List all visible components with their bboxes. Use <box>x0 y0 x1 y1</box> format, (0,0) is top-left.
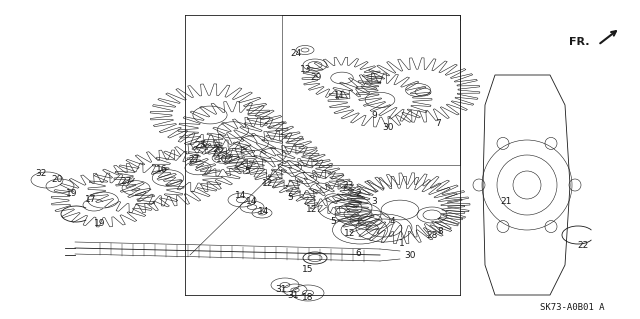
Text: 24: 24 <box>291 49 301 58</box>
Text: 7: 7 <box>435 120 441 129</box>
Text: 14: 14 <box>246 197 258 206</box>
Text: 28: 28 <box>426 232 438 241</box>
Text: 19: 19 <box>94 219 106 227</box>
Text: 26: 26 <box>212 145 224 154</box>
Text: 10: 10 <box>216 155 228 165</box>
Text: 14: 14 <box>259 207 269 217</box>
Text: 20: 20 <box>51 175 63 184</box>
Text: 4: 4 <box>389 218 395 226</box>
Text: 32: 32 <box>35 169 47 179</box>
Text: 8: 8 <box>437 227 443 236</box>
Text: 16: 16 <box>156 166 168 174</box>
Text: 1: 1 <box>399 240 405 249</box>
Text: 31: 31 <box>275 285 287 293</box>
Text: 25: 25 <box>195 142 205 151</box>
Text: 22: 22 <box>577 241 589 250</box>
Text: 30: 30 <box>382 123 394 132</box>
Text: 29: 29 <box>310 72 322 81</box>
Text: 27: 27 <box>188 155 200 165</box>
Text: 12: 12 <box>307 205 317 214</box>
Text: 17: 17 <box>85 196 97 204</box>
Text: 19: 19 <box>67 189 77 197</box>
Text: 30: 30 <box>404 250 416 259</box>
Text: SK73-A0B01 A: SK73-A0B01 A <box>540 303 604 313</box>
Text: 21: 21 <box>500 197 512 206</box>
Text: 2: 2 <box>355 189 361 198</box>
Text: 14: 14 <box>236 190 246 199</box>
Text: 13: 13 <box>300 65 312 75</box>
Text: 12: 12 <box>262 180 274 189</box>
Text: 18: 18 <box>302 293 314 302</box>
Text: 9: 9 <box>371 110 377 120</box>
Text: FR.: FR. <box>570 37 590 47</box>
Text: 5: 5 <box>287 192 293 202</box>
Text: 31: 31 <box>287 291 299 300</box>
Text: 23: 23 <box>342 181 354 189</box>
Text: 27: 27 <box>120 177 132 187</box>
Text: 12: 12 <box>344 229 356 239</box>
Text: 3: 3 <box>371 197 377 206</box>
Text: 6: 6 <box>355 249 361 257</box>
Text: 11: 11 <box>334 91 346 100</box>
Text: 5: 5 <box>330 218 336 226</box>
Text: 5: 5 <box>244 167 250 176</box>
Text: 15: 15 <box>302 265 314 275</box>
